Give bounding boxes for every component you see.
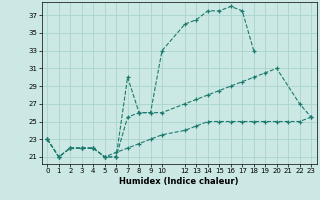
X-axis label: Humidex (Indice chaleur): Humidex (Indice chaleur) — [119, 177, 239, 186]
